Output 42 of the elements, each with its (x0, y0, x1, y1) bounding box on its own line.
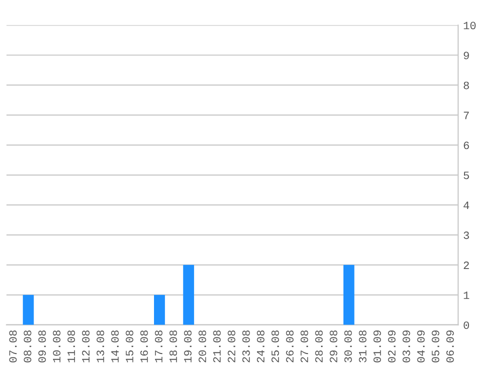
x-tick-label: 31.08 (358, 330, 366, 362)
x-tick-label: 18.08 (169, 330, 178, 362)
x-tick-label: 06.09 (446, 330, 454, 362)
x-tick-label: 15.08 (126, 330, 134, 362)
x-tick-label: 25.08 (271, 330, 280, 362)
y-tick-label: 3 (464, 232, 469, 240)
x-tick-label: 26.08 (286, 330, 294, 362)
x-tick-label: 04.09 (417, 330, 425, 362)
y-tick-label: 4 (464, 202, 470, 210)
x-tick-label: 10.08 (52, 330, 60, 362)
x-tick-label: 11.08 (67, 330, 76, 362)
x-tick-label: 28.08 (315, 330, 323, 362)
x-tick-label: 07.08 (9, 330, 17, 362)
x-tick-label: 29.08 (330, 330, 338, 362)
y-tick-label: 10 (464, 22, 476, 30)
y-tick-label: 0 (464, 321, 470, 329)
x-tick-label: 20.08 (198, 330, 206, 362)
x-tick-label: 01.09 (373, 330, 382, 362)
y-tick-label: 7 (464, 112, 469, 120)
y-tick-label: 2 (464, 262, 469, 269)
x-tick-label: 08.08 (24, 330, 32, 362)
x-tick-label: 03.09 (402, 330, 410, 362)
y-tick-label: 6 (464, 142, 469, 150)
x-tick-label: 12.08 (82, 330, 90, 362)
x-tick-label: 02.09 (388, 330, 396, 362)
x-tick-label: 19.08 (184, 330, 192, 362)
x-tick-label: 24.08 (256, 330, 264, 362)
x-tick-label: 27.08 (300, 330, 308, 362)
x-tick-label: 16.08 (140, 330, 148, 362)
y-tick-label: 8 (464, 82, 469, 90)
x-tick-label: 23.08 (242, 330, 250, 362)
x-tick-label: 13.08 (96, 330, 104, 362)
x-tick-label: 09.08 (38, 330, 46, 362)
y-tick-label: 5 (464, 172, 469, 180)
x-tick-label: 14.08 (111, 330, 119, 362)
x-tick-label: 05.09 (432, 330, 440, 362)
y-tick-label: 1 (464, 292, 470, 299)
x-tick-label: 21.08 (213, 330, 221, 362)
x-tick-label: 22.08 (228, 330, 236, 362)
x-tick-label: 17.08 (154, 330, 162, 362)
x-tick-label: 30.08 (344, 330, 352, 362)
y-tick-label: 9 (464, 52, 469, 60)
